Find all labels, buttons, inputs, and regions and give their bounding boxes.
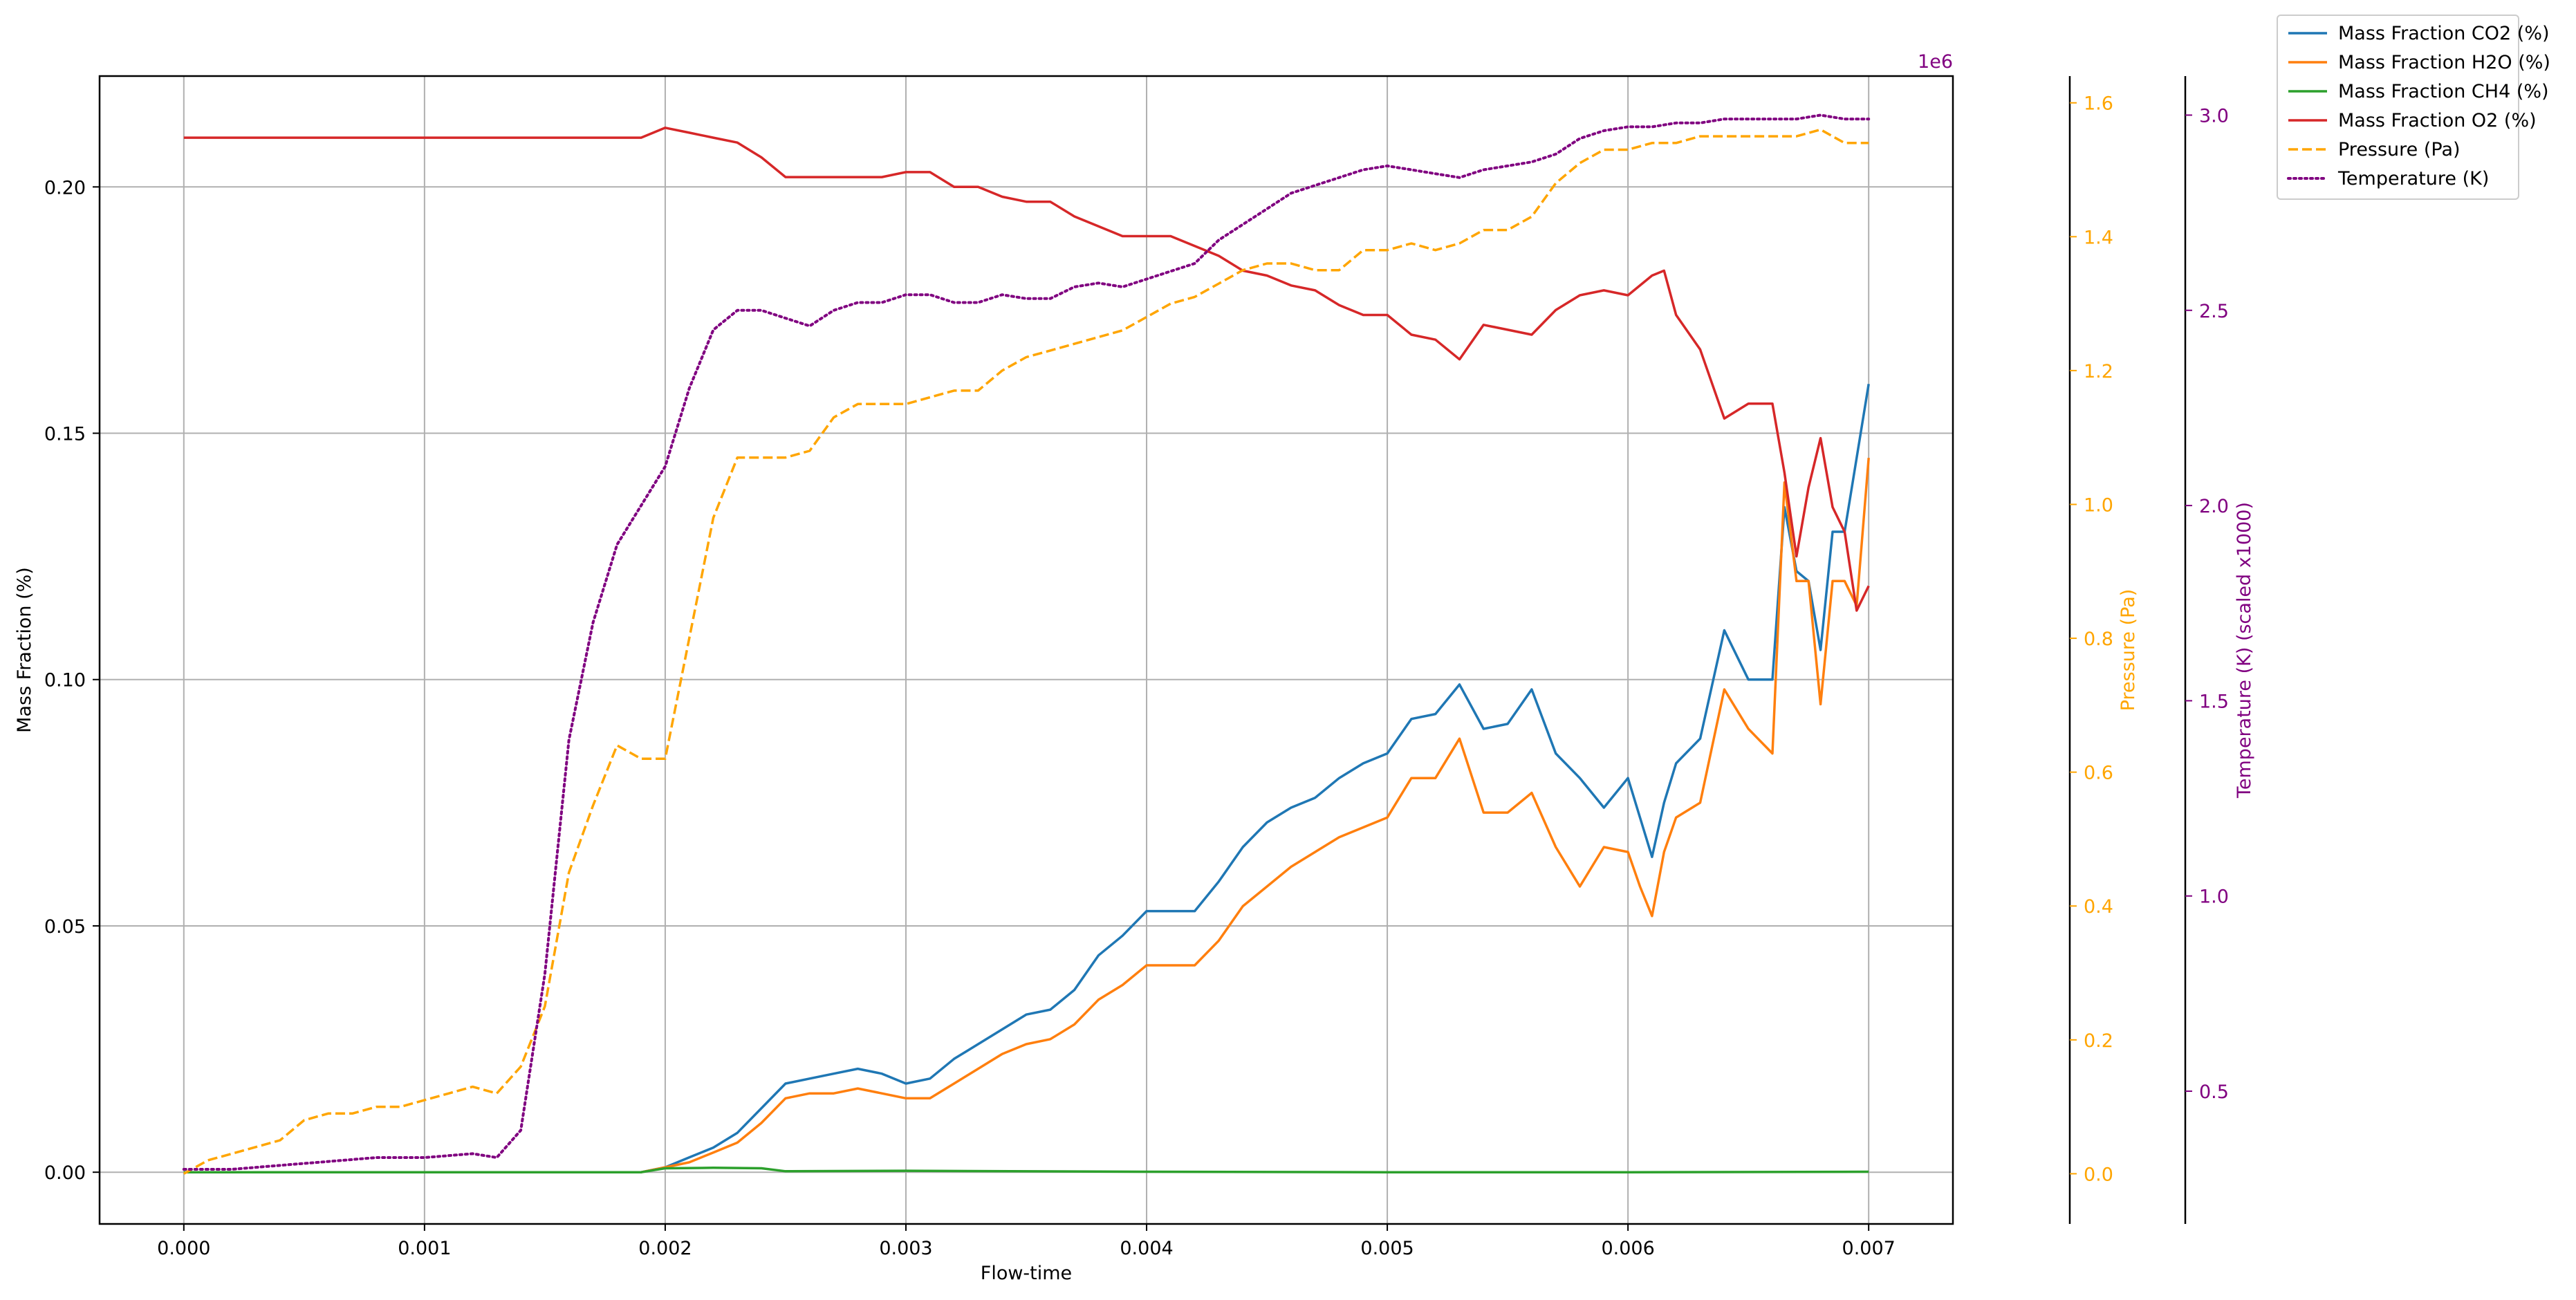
x-tick-label: 0.005: [1360, 1238, 1414, 1259]
legend-label-ch4: Mass Fraction CH4 (%): [2338, 81, 2549, 102]
y2-tick-label: 0.8: [2084, 629, 2113, 650]
legend-box: [2277, 15, 2519, 200]
y-tick-label: 0.00: [44, 1162, 86, 1184]
plot-area: [100, 76, 1953, 1224]
y2-tick-label: 0.4: [2084, 896, 2113, 918]
series-line-co2: [183, 384, 1870, 1173]
y2-tick-label: 0.6: [2084, 763, 2113, 784]
y3-tick-label: 1.5: [2199, 691, 2229, 712]
x-axis-label: Flow-time: [981, 1263, 1072, 1284]
y3-axis-label: Temperature (K) (scaled x1000): [2234, 502, 2255, 799]
axes: 0.000 0.001 0.002 0.003 0.004 0.005 0.006 0.007…: [14, 51, 2255, 1284]
y2-tick-label: 1.4: [2084, 227, 2113, 248]
series-line-pressure: [183, 128, 1869, 1175]
y-tick-label: 0.15: [44, 424, 86, 445]
x-tick-label: 0.006: [1601, 1238, 1654, 1259]
legend-label-h2o: Mass Fraction H2O (%): [2338, 52, 2550, 73]
legend-label-pressure: Pressure (Pa): [2338, 139, 2461, 160]
y3-tick-label: 3.0: [2199, 105, 2229, 127]
legend-label-temperature: Temperature (K): [2337, 168, 2489, 189]
series-line-temperature: [182, 113, 1871, 1171]
plot-background: [100, 76, 1953, 1224]
y3-tick-label: 0.5: [2199, 1081, 2229, 1103]
y3-tick-label: 1.0: [2199, 886, 2229, 908]
y2-tick-label: 1.0: [2084, 494, 2113, 516]
x-tick-label: 0.003: [879, 1238, 932, 1259]
series-line-o2: [183, 127, 1870, 612]
y-tick-label: 0.05: [44, 916, 86, 938]
y3-tick-label: 2.5: [2199, 301, 2229, 322]
x-tick-label: 0.002: [638, 1238, 692, 1259]
y2-axis-label: Pressure (Pa): [2118, 589, 2139, 712]
x-tick-label: 0.001: [398, 1238, 451, 1259]
x-tick-label: 0.000: [157, 1238, 210, 1259]
y2-tick-label: 1.6: [2084, 93, 2113, 115]
y-tick-label: 0.20: [44, 177, 86, 198]
y2-tick-label: 0.0: [2084, 1164, 2113, 1185]
legend-label-o2: Mass Fraction O2 (%): [2338, 110, 2537, 131]
y-axis-label: Mass Fraction (%): [14, 567, 35, 733]
y-tick-label: 0.10: [44, 670, 86, 691]
y2-tick-label: 1.2: [2084, 361, 2113, 382]
x-tick-label: 0.007: [1842, 1238, 1896, 1259]
y2-offset-text: 1e6: [1918, 51, 1953, 73]
y3-tick-label: 2.0: [2199, 496, 2229, 517]
legend: Mass Fraction CO2 (%) Mass Fraction H2O (…: [2277, 15, 2550, 200]
series-layer: [182, 113, 1871, 1175]
legend-label-co2: Mass Fraction CO2 (%): [2338, 23, 2550, 44]
plot-frame: [98, 75, 1954, 1225]
y2-tick-label: 0.2: [2084, 1030, 2113, 1052]
series-line-ch4: [183, 1167, 1869, 1173]
series-line-h2o: [183, 457, 1870, 1173]
x-tick-label: 0.004: [1120, 1238, 1173, 1259]
